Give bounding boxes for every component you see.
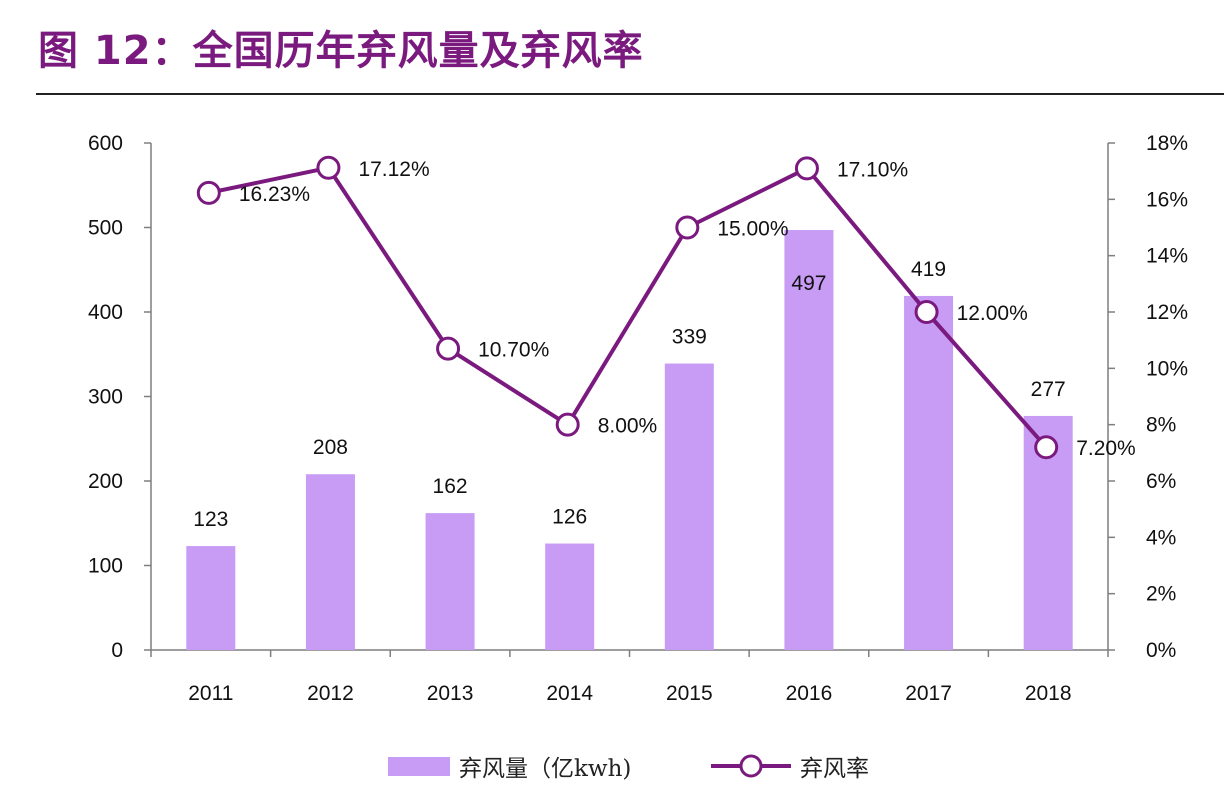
rate-point bbox=[436, 336, 461, 361]
right-tick-label: 16% bbox=[1146, 188, 1188, 211]
x-tick-label: 2012 bbox=[307, 682, 354, 705]
chart-title: 图 12：全国历年弃风量及弃风率 bbox=[38, 28, 644, 74]
bar-value-label: 208 bbox=[313, 436, 348, 459]
bar-value-label: 277 bbox=[1031, 378, 1066, 401]
bar-data-labels: 123 208 162 126 339 497 419 277 bbox=[193, 258, 1065, 531]
bar bbox=[664, 363, 714, 650]
x-tick-label: 2015 bbox=[666, 682, 713, 705]
chart-axes bbox=[144, 142, 1115, 657]
right-tick-label: 4% bbox=[1146, 526, 1176, 549]
x-tick-label: 2018 bbox=[1025, 682, 1072, 705]
left-tick-label: 600 bbox=[88, 132, 123, 155]
left-tick-label: 300 bbox=[88, 386, 123, 409]
line-series bbox=[196, 155, 1059, 460]
bar bbox=[305, 474, 355, 650]
rate-point bbox=[794, 156, 819, 181]
right-tick-label: 2% bbox=[1146, 583, 1176, 606]
right-tick-label: 14% bbox=[1146, 245, 1188, 268]
left-tick-label: 400 bbox=[88, 301, 123, 324]
left-tick-label: 500 bbox=[88, 217, 123, 240]
left-tick-label: 200 bbox=[88, 470, 123, 493]
right-tick-label: 8% bbox=[1146, 414, 1176, 437]
left-tick-label: 100 bbox=[88, 555, 123, 578]
rate-point bbox=[675, 215, 700, 240]
rate-line bbox=[208, 165, 1048, 449]
right-tick-label: 0% bbox=[1146, 639, 1176, 662]
x-tick-label: 2017 bbox=[905, 682, 952, 705]
rate-value-label: 17.10% bbox=[837, 158, 908, 181]
rate-value-label: 7.20% bbox=[1076, 437, 1136, 460]
bar-value-label: 126 bbox=[552, 506, 587, 529]
right-tick-label: 18% bbox=[1146, 132, 1188, 155]
right-tick-label: 10% bbox=[1146, 357, 1188, 380]
bar bbox=[545, 543, 595, 650]
tick-labels: 0 100 200 300 400 500 600 0% 2% 4% 6% 8% 10% 12% 14% 16… bbox=[88, 132, 1188, 705]
rate-point bbox=[1034, 435, 1059, 460]
rate-value-label: 16.23% bbox=[239, 183, 310, 206]
title-divider bbox=[36, 93, 1224, 95]
legend-line-label: 弃风率 bbox=[800, 756, 869, 782]
legend-bar-swatch bbox=[388, 757, 450, 776]
rate-point bbox=[196, 180, 221, 205]
right-tick-label: 12% bbox=[1146, 301, 1188, 324]
rate-point bbox=[555, 412, 580, 437]
rate-value-label: 10.70% bbox=[478, 339, 549, 362]
bar-value-label: 123 bbox=[193, 508, 228, 531]
line-data-labels: 16.23% 17.12% 10.70% 8.00% 15.00% 17.10% 12.00… bbox=[239, 158, 1136, 460]
legend-bar-label: 弃风量（亿kwh) bbox=[459, 756, 631, 782]
rate-value-label: 12.00% bbox=[957, 302, 1028, 325]
bar bbox=[904, 295, 954, 650]
x-tick-label: 2011 bbox=[188, 682, 233, 705]
bar-value-label: 419 bbox=[911, 258, 946, 281]
left-tick-label: 0 bbox=[111, 639, 123, 662]
bar bbox=[186, 546, 236, 650]
bar-value-label: 497 bbox=[791, 272, 826, 295]
x-tick-label: 2014 bbox=[546, 682, 593, 705]
bar-series bbox=[186, 230, 1073, 650]
rate-value-label: 15.00% bbox=[717, 218, 788, 241]
bar-value-label: 162 bbox=[433, 475, 468, 498]
rate-point bbox=[914, 300, 939, 324]
x-tick-label: 2016 bbox=[786, 682, 833, 705]
rate-value-label: 17.12% bbox=[358, 158, 429, 181]
right-tick-label: 6% bbox=[1146, 470, 1176, 493]
legend: 弃风量（亿kwh) 弃风率 bbox=[388, 754, 869, 782]
bar-value-label: 339 bbox=[672, 326, 707, 349]
x-tick-label: 2013 bbox=[427, 682, 474, 705]
legend-line-marker bbox=[739, 754, 763, 778]
rate-point bbox=[316, 155, 341, 180]
rate-value-label: 8.00% bbox=[598, 415, 658, 438]
bar bbox=[784, 230, 834, 650]
bar bbox=[425, 513, 475, 650]
